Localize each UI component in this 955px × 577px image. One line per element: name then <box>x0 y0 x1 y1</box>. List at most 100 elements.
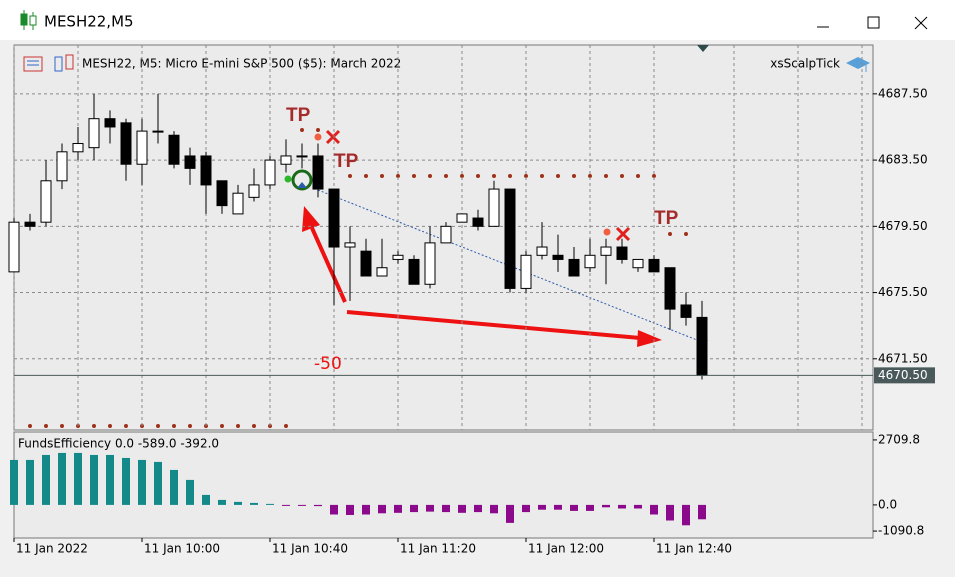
candle-body <box>168 134 180 165</box>
histogram-bar <box>26 459 34 505</box>
tp-label: TP <box>654 208 679 229</box>
candle-body <box>184 155 196 169</box>
candle-body <box>568 258 580 277</box>
candle-body <box>536 246 548 256</box>
buy-arrow <box>297 182 307 188</box>
histogram-bar <box>58 452 66 505</box>
maximize-button[interactable] <box>867 16 880 29</box>
candle-body <box>136 130 148 165</box>
candle-body <box>72 143 84 153</box>
candle-body <box>232 192 244 215</box>
histogram-bar <box>234 501 242 505</box>
histogram-bar <box>602 504 610 508</box>
histogram-bar <box>442 504 450 513</box>
histogram-bar <box>218 499 226 505</box>
histogram-bar <box>618 504 626 509</box>
histogram-bar <box>538 504 546 510</box>
candle-body <box>56 151 68 182</box>
candle-body <box>312 155 324 190</box>
candle-body <box>488 188 500 227</box>
candle-body <box>632 258 644 269</box>
trend-line <box>317 189 703 343</box>
histogram-bar <box>410 504 418 513</box>
histogram-bar <box>186 479 194 505</box>
histogram-bar <box>122 457 130 505</box>
histogram-bar <box>362 504 370 515</box>
entry-dot <box>603 228 611 236</box>
app-icon <box>20 10 37 30</box>
histogram-bar <box>74 452 82 505</box>
y-tick-label: 2709.8 <box>878 432 920 446</box>
candle-body <box>552 254 564 260</box>
x-tick-label: 11 Jan 10:00 <box>144 542 220 556</box>
sub-title: FundsEfficiency 0.0 -589.0 -392.0 <box>18 437 219 451</box>
histogram-bar <box>426 504 434 512</box>
close-button[interactable] <box>914 16 928 30</box>
last-price-box <box>874 367 935 384</box>
entry-circle <box>291 169 313 191</box>
annotation-arrows <box>302 206 662 347</box>
histogram-bar <box>458 504 466 513</box>
y-tick-label: 4675.50 <box>878 285 928 299</box>
histogram-bar <box>394 504 402 513</box>
histogram-bar <box>330 504 338 515</box>
entry-dot <box>284 175 292 183</box>
candle-body <box>344 242 356 248</box>
chart-title: MESH22, M5: Micro E-mini S&P 500 ($5): M… <box>82 57 401 71</box>
candle-body <box>680 304 692 318</box>
histogram-bar <box>298 504 306 506</box>
pips-label: -50 <box>314 354 342 374</box>
histogram-bar <box>154 461 162 505</box>
candle-body <box>456 213 468 223</box>
candle-body <box>328 188 340 248</box>
histogram-bar <box>490 504 498 514</box>
indicator-name: xsScalpTick <box>770 57 840 71</box>
candle-body <box>40 180 52 223</box>
histogram-bar <box>314 504 322 507</box>
candle-body <box>584 254 596 269</box>
candle-body <box>248 184 260 198</box>
histogram-bar <box>474 504 482 513</box>
histogram-bar <box>666 504 674 521</box>
candle-body <box>408 258 420 285</box>
x-tick-label: 11 Jan 2022 <box>16 542 88 556</box>
candle-body <box>472 217 484 227</box>
histogram-bar <box>554 504 562 510</box>
candle-body <box>200 155 212 186</box>
histogram-bar <box>698 504 706 520</box>
histogram-bar <box>378 504 386 514</box>
histogram-bar <box>138 459 146 505</box>
candle-body <box>616 246 628 260</box>
histogram-bar <box>250 502 258 505</box>
x-tick-label: 11 Jan 12:00 <box>528 542 604 556</box>
histogram-bar <box>586 504 594 511</box>
candle-body <box>504 188 516 289</box>
candle-body <box>424 242 436 285</box>
last-price-label: 4670.50 <box>878 368 928 382</box>
candle-body <box>664 267 676 310</box>
shift-marker <box>697 45 709 52</box>
tp-label: TP <box>286 105 311 126</box>
histogram-bar <box>570 504 578 511</box>
candle-body <box>376 267 388 277</box>
y-tick-label: 4671.50 <box>878 351 928 365</box>
tp-label: TP <box>334 151 359 172</box>
histogram-bar <box>90 454 98 505</box>
y-tick-label: 4679.50 <box>878 219 928 233</box>
histogram-bar <box>266 503 274 505</box>
candle-body <box>360 250 372 277</box>
candle-body <box>440 225 452 244</box>
candle-body <box>24 221 36 227</box>
candle-body <box>120 122 132 165</box>
candle-body <box>392 254 404 260</box>
y-tick-label: 4687.50 <box>878 86 928 100</box>
x-tick-label: 11 Jan 11:20 <box>400 542 476 556</box>
histogram-bar <box>10 459 18 505</box>
candle-body <box>216 180 228 207</box>
histogram-bar <box>106 454 114 505</box>
y-tick-label: 4683.50 <box>878 153 928 167</box>
candle-body <box>104 118 116 128</box>
close-marks <box>325 129 631 242</box>
